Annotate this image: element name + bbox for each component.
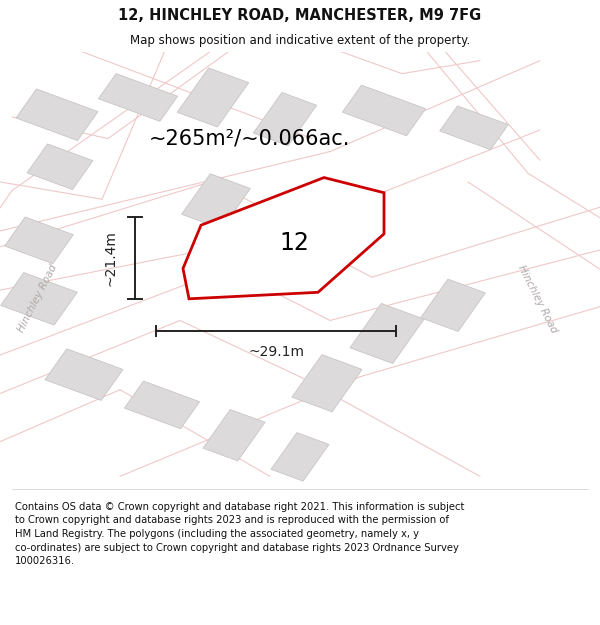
Polygon shape bbox=[98, 74, 178, 121]
Polygon shape bbox=[203, 409, 265, 461]
Text: 12: 12 bbox=[279, 231, 309, 254]
Polygon shape bbox=[253, 92, 317, 146]
Polygon shape bbox=[124, 381, 200, 429]
Polygon shape bbox=[421, 279, 485, 331]
Text: Map shows position and indicative extent of the property.: Map shows position and indicative extent… bbox=[130, 34, 470, 47]
Polygon shape bbox=[183, 177, 384, 299]
Polygon shape bbox=[5, 217, 73, 264]
Text: Hinchley Road: Hinchley Road bbox=[16, 263, 59, 334]
Polygon shape bbox=[16, 89, 98, 141]
Polygon shape bbox=[45, 349, 123, 401]
Polygon shape bbox=[182, 174, 250, 229]
Polygon shape bbox=[440, 106, 508, 149]
Text: ~21.4m: ~21.4m bbox=[104, 230, 118, 286]
Polygon shape bbox=[271, 432, 329, 481]
Text: 12, HINCHLEY ROAD, MANCHESTER, M9 7FG: 12, HINCHLEY ROAD, MANCHESTER, M9 7FG bbox=[118, 8, 482, 23]
Text: ~265m²/~0.066ac.: ~265m²/~0.066ac. bbox=[148, 129, 350, 149]
Polygon shape bbox=[27, 144, 93, 189]
Polygon shape bbox=[292, 354, 362, 412]
Polygon shape bbox=[177, 68, 249, 127]
Polygon shape bbox=[343, 85, 425, 136]
Text: Contains OS data © Crown copyright and database right 2021. This information is : Contains OS data © Crown copyright and d… bbox=[15, 502, 464, 566]
Text: Hinchley Road: Hinchley Road bbox=[515, 263, 559, 334]
Text: ~29.1m: ~29.1m bbox=[248, 345, 304, 359]
Polygon shape bbox=[1, 272, 77, 325]
Polygon shape bbox=[350, 303, 424, 364]
Polygon shape bbox=[257, 202, 319, 252]
